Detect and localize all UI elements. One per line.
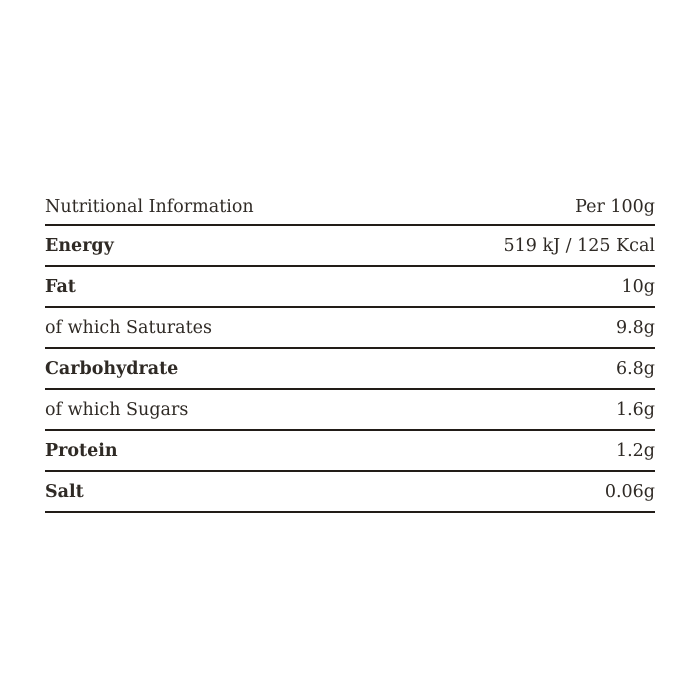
table-row-fat: Fat 10g [45, 267, 655, 308]
nutrition-table: Nutritional Information Per 100g Energy … [45, 184, 655, 513]
table-row-sugars: of which Sugars 1.6g [45, 390, 655, 431]
row-value: 6.8g [615, 358, 655, 379]
row-label: Carbohydrate [45, 358, 179, 379]
table-row-energy: Energy 519 kJ / 125 Kcal [45, 226, 655, 267]
row-label: Salt [45, 481, 84, 502]
table-row-salt: Salt 0.06g [45, 472, 655, 513]
row-label: of which Saturates [45, 317, 212, 338]
row-value: 1.2g [615, 440, 655, 461]
table-row-carbohydrate: Carbohydrate 6.8g [45, 349, 655, 390]
row-value: 0.06g [604, 481, 655, 502]
row-label: of which Sugars [45, 399, 189, 420]
row-value: 10g [621, 276, 655, 297]
row-label: Energy [45, 235, 114, 256]
per-quantity-header: Per 100g [575, 197, 655, 217]
table-header-row: Nutritional Information Per 100g [45, 184, 655, 226]
row-value: 1.6g [615, 399, 655, 420]
row-value: 9.8g [615, 317, 655, 338]
table-row-saturates: of which Saturates 9.8g [45, 308, 655, 349]
row-label: Protein [45, 440, 118, 461]
table-row-protein: Protein 1.2g [45, 431, 655, 472]
table-title: Nutritional Information [45, 197, 254, 217]
row-value: 519 kJ / 125 Kcal [503, 235, 655, 256]
row-label: Fat [45, 276, 76, 297]
